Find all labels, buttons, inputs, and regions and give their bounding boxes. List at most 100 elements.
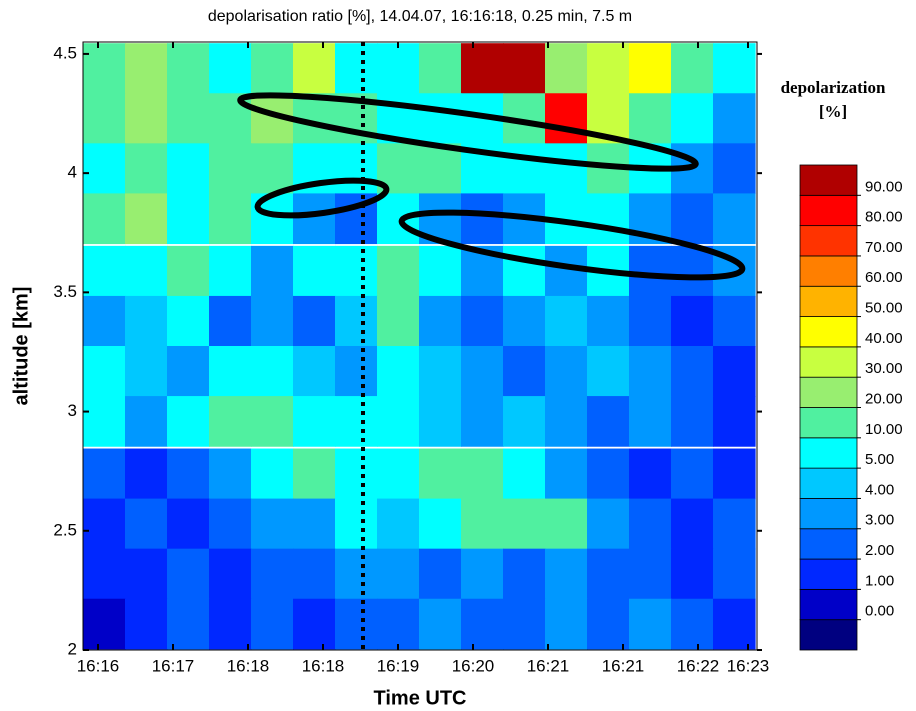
cell <box>503 598 546 650</box>
cell <box>251 548 294 600</box>
colorbar-swatch <box>799 498 858 530</box>
colorbar-swatch <box>799 407 858 439</box>
colorbar-swatch <box>799 528 858 560</box>
cell <box>377 193 420 245</box>
y-tick-label: 2 <box>68 639 77 658</box>
cell <box>419 245 462 297</box>
cell <box>671 598 714 650</box>
cell <box>671 43 714 94</box>
cell <box>209 245 252 297</box>
cell <box>167 245 210 297</box>
cell <box>83 295 126 347</box>
cell <box>335 598 378 650</box>
y-tick-label: 3.5 <box>53 282 77 301</box>
colorbar-tick-label: 1.00 <box>865 572 894 589</box>
cell <box>167 295 210 347</box>
cell <box>335 143 378 195</box>
cell <box>125 193 168 245</box>
cell <box>671 548 714 600</box>
cell <box>545 498 588 550</box>
cell <box>83 448 126 500</box>
cell <box>545 448 588 500</box>
highlight-ellipse <box>237 92 699 172</box>
cell <box>587 43 630 94</box>
cell <box>251 396 294 447</box>
colorbar-tick-label: 60.00 <box>865 269 903 286</box>
cell <box>587 548 630 600</box>
cell <box>125 548 168 600</box>
cell <box>713 295 756 347</box>
colorbar-tick-label: 10.00 <box>865 421 903 438</box>
cell <box>335 295 378 347</box>
colorbar-swatch <box>799 346 858 378</box>
colorbar-swatch <box>799 619 858 651</box>
x-tick-label: 16:22 <box>677 656 720 675</box>
cell <box>377 548 420 600</box>
x-tick-label: 16:21 <box>602 656 645 675</box>
chart-title: depolarisation ratio [%], 14.04.07, 16:1… <box>208 8 632 25</box>
colorbar-tick-label: 20.00 <box>865 390 903 407</box>
cell <box>125 93 168 144</box>
cell <box>419 346 462 397</box>
colorbar-tick-label: 2.00 <box>865 542 894 559</box>
x-axis-label: Time UTC <box>374 687 467 709</box>
cell <box>209 93 252 144</box>
cell <box>629 245 672 297</box>
field <box>83 43 756 650</box>
cell <box>629 396 672 447</box>
cell <box>545 43 588 94</box>
cell <box>461 396 504 447</box>
cell <box>461 448 504 500</box>
cell <box>125 295 168 347</box>
cell <box>377 396 420 447</box>
cell <box>335 43 378 94</box>
cell <box>335 245 378 297</box>
cell <box>377 295 420 347</box>
colorbar-swatch <box>799 225 858 257</box>
cell <box>629 448 672 500</box>
cell <box>419 93 462 144</box>
cell <box>671 193 714 245</box>
cell <box>671 295 714 347</box>
colorbar-swatch <box>799 467 858 499</box>
colorbar-tick-label: 3.00 <box>865 512 894 529</box>
cell <box>503 295 546 347</box>
cell <box>167 548 210 600</box>
cell <box>587 193 630 245</box>
cell <box>629 346 672 397</box>
x-tick-label: 16:18 <box>227 656 270 675</box>
cell <box>293 448 336 500</box>
colorbar-swatch <box>799 285 858 317</box>
cell <box>419 396 462 447</box>
cell <box>125 448 168 500</box>
cell <box>251 143 294 195</box>
cell <box>671 245 714 297</box>
overlay <box>82 41 762 651</box>
cell <box>713 43 756 94</box>
y-tick-label: 3 <box>68 401 77 420</box>
cell <box>503 143 546 195</box>
cell <box>209 396 252 447</box>
cell <box>587 448 630 500</box>
plot-frame <box>82 41 758 651</box>
cell <box>419 498 462 550</box>
cell <box>377 346 420 397</box>
cell <box>335 498 378 550</box>
cell <box>629 598 672 650</box>
x-tick-label: 16:20 <box>452 656 495 675</box>
cell <box>545 598 588 650</box>
cell <box>251 295 294 347</box>
cell <box>167 396 210 447</box>
y-tick-label: 4.5 <box>53 43 77 62</box>
cell <box>209 548 252 600</box>
cell <box>83 93 126 144</box>
cell <box>125 245 168 297</box>
colorbar-swatch <box>799 164 858 196</box>
cell <box>671 498 714 550</box>
cell <box>629 548 672 600</box>
cell <box>419 598 462 650</box>
cell <box>419 143 462 195</box>
colorbar-tick-label: 4.00 <box>865 481 894 498</box>
cell <box>587 346 630 397</box>
